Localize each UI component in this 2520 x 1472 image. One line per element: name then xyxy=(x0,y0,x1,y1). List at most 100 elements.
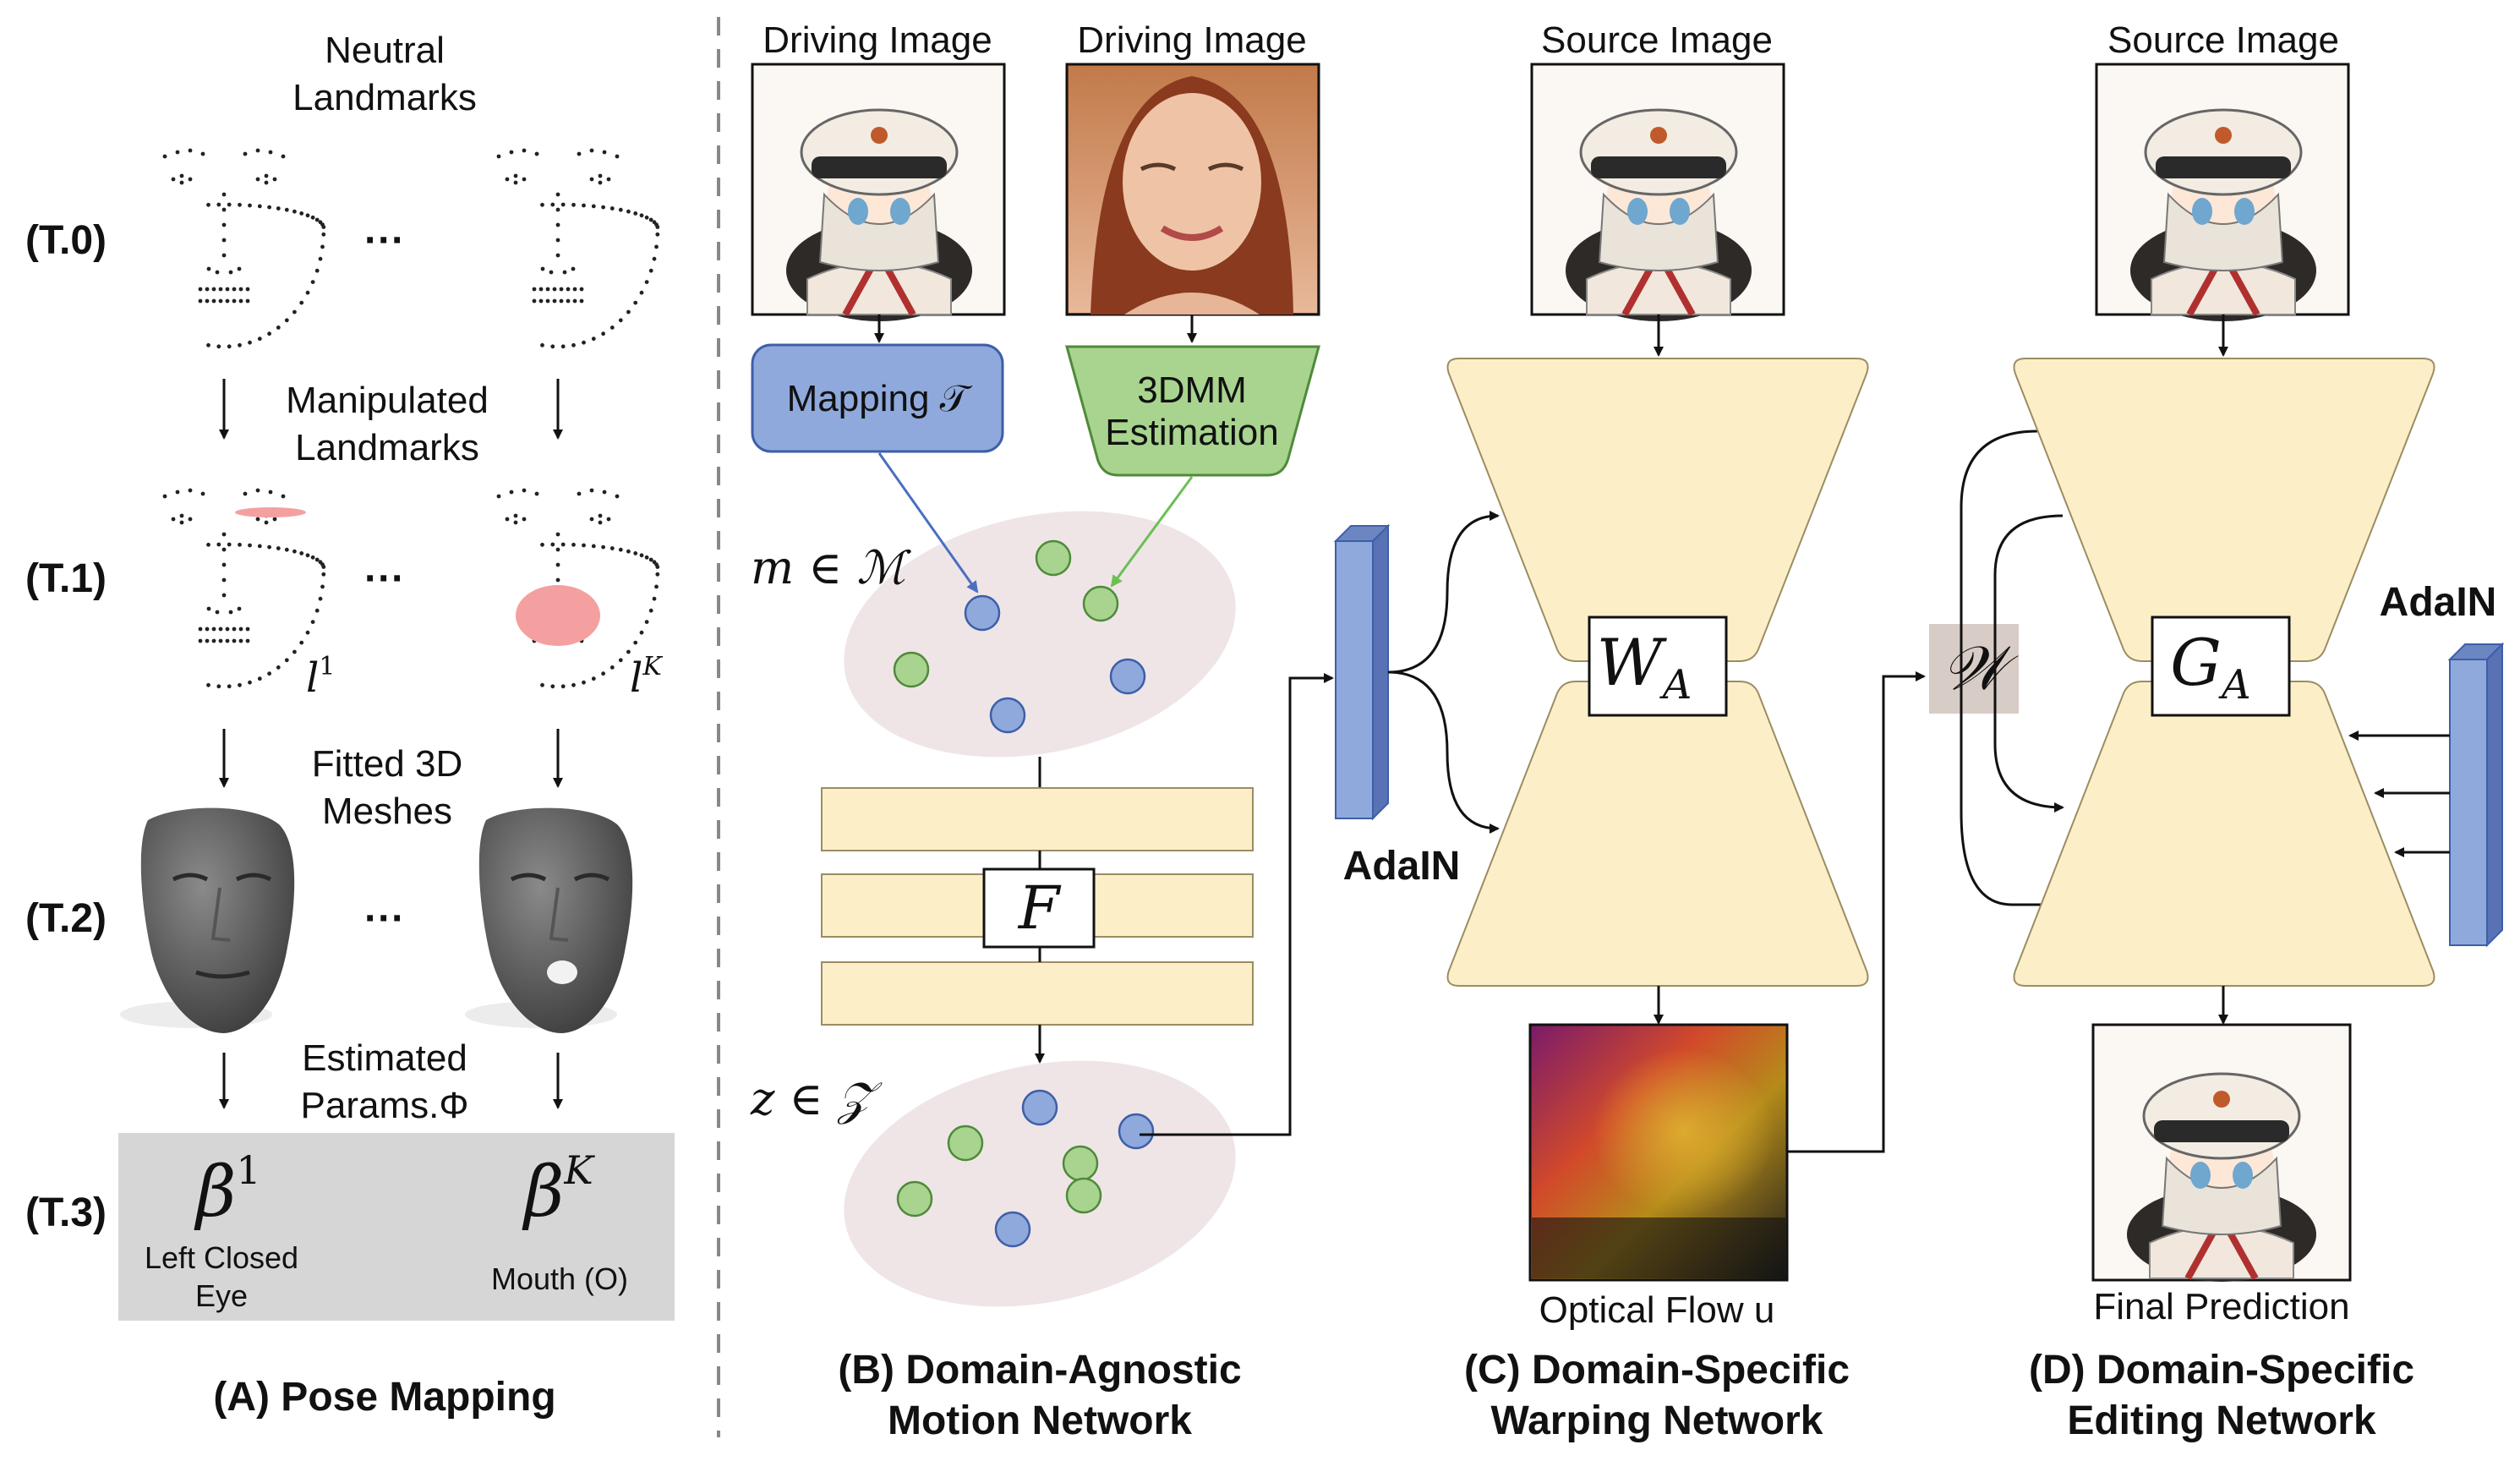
landmark-dot xyxy=(225,638,230,643)
landmark-dot xyxy=(216,684,221,689)
arrow-mapping-to-m xyxy=(877,452,979,594)
z-space-points xyxy=(896,1089,1155,1248)
landmark-dot xyxy=(555,253,560,258)
landmark-dot xyxy=(540,342,544,347)
landmark-dot xyxy=(610,206,615,211)
landmark-dot xyxy=(648,608,653,613)
arrow-flow-to-w xyxy=(1787,671,1926,1153)
landmark-dot xyxy=(206,682,210,687)
landmark-dot xyxy=(560,684,566,689)
landmark-dot xyxy=(255,148,260,153)
landmark-dot xyxy=(205,638,210,643)
landmark-dot xyxy=(257,544,262,549)
landmark-dot xyxy=(639,553,644,558)
landmark-dot xyxy=(188,488,193,493)
landmark-dot xyxy=(205,627,210,632)
landmark-dot xyxy=(171,517,176,522)
landmark-dot xyxy=(652,596,657,601)
z-space-point xyxy=(896,1180,933,1218)
panel-d-caption-line1: (D) Domain-Specific xyxy=(2029,1348,2414,1393)
landmark-dot xyxy=(610,546,615,550)
landmark-dot xyxy=(639,290,644,295)
landmark-dot xyxy=(268,150,273,155)
landmark-dot xyxy=(238,298,243,304)
landmark-dot xyxy=(221,562,227,567)
landmark-dot xyxy=(555,238,560,243)
landmark-dot xyxy=(232,287,237,292)
ga-box xyxy=(2151,616,2291,717)
landmark-dot xyxy=(206,266,211,271)
landmark-dot xyxy=(513,180,518,185)
landmark-dot xyxy=(532,298,537,304)
landmark-dot xyxy=(255,488,260,493)
m-space-point xyxy=(1082,585,1119,622)
driving-image-anime xyxy=(751,63,1006,321)
landmark-dot xyxy=(284,207,289,212)
landmark-dot xyxy=(228,610,233,615)
landmark-dot xyxy=(318,596,323,601)
beta-1: β1 xyxy=(194,1147,261,1233)
landmark-dot xyxy=(264,180,269,185)
wa-encoder xyxy=(1446,358,1869,662)
landmark-dot xyxy=(310,280,315,284)
landmark-dot xyxy=(591,337,596,342)
landmark-dot xyxy=(644,620,649,624)
landmark-dot xyxy=(299,551,304,555)
landmark-dot xyxy=(602,490,607,495)
landmark-dot xyxy=(310,620,315,624)
landmark-dot xyxy=(237,266,242,271)
landmark-dot xyxy=(198,298,203,304)
landmark-dot xyxy=(648,217,653,222)
landmark-dot xyxy=(218,638,223,643)
landmark-dot xyxy=(555,192,560,197)
landmark-dot xyxy=(310,215,315,220)
landmark-dot xyxy=(550,684,555,689)
landmark-dot xyxy=(221,577,227,583)
landmark-dot xyxy=(216,202,221,207)
landmark-dot xyxy=(200,491,205,496)
source-image-c-label: Source Image xyxy=(1541,19,1773,61)
landmark-dot xyxy=(598,520,603,525)
landmark-dot xyxy=(257,204,262,209)
landmark-dot xyxy=(560,542,566,547)
fitted-meshes-line1: Fitted 3D xyxy=(312,743,463,785)
landmark-dot xyxy=(205,287,210,292)
landmark-dot xyxy=(227,684,232,689)
landmark-dot xyxy=(545,287,550,292)
landmark-dot xyxy=(267,544,271,550)
landmark-dot xyxy=(618,207,623,212)
landmark-dot xyxy=(589,148,594,153)
landmark-dot xyxy=(532,287,537,292)
landmark-dot xyxy=(221,238,227,243)
landmark-dot xyxy=(272,177,277,182)
adain-label-c: AdaIN xyxy=(1343,844,1461,889)
landmark-dot xyxy=(562,270,567,275)
landmark-dot xyxy=(225,627,230,632)
landmark-dot xyxy=(299,211,304,216)
landmark-dot xyxy=(267,331,271,337)
landmark-dot xyxy=(237,606,242,611)
landmark-dot xyxy=(179,180,184,185)
landmark-dot xyxy=(644,555,649,560)
panel-b-motion-network: Driving Image Driving Image xyxy=(750,19,1320,1443)
landmark-dot xyxy=(552,298,557,304)
landmark-dot xyxy=(579,298,584,304)
landmark-dot xyxy=(215,270,220,275)
landmark-dot xyxy=(582,680,586,685)
param-k-label: Mouth (O) xyxy=(491,1261,628,1296)
landmark-dot xyxy=(509,490,514,495)
eye-highlight xyxy=(235,507,306,517)
panel-c-caption-line2: Warping Network xyxy=(1491,1398,1823,1443)
landmark-dot xyxy=(221,207,227,212)
panel-a-caption: (A) Pose Mapping xyxy=(213,1375,555,1420)
estimated-params-line1: Estimated xyxy=(302,1037,467,1079)
landmark-dot xyxy=(292,209,297,214)
landmark-dot xyxy=(188,177,193,182)
landmark-dot xyxy=(598,180,603,185)
landmark-dot xyxy=(218,627,223,632)
arrow-z-to-adain xyxy=(1140,673,1334,1136)
landmark-dot xyxy=(550,344,555,349)
landmark-dot xyxy=(534,151,539,156)
landmark-dot xyxy=(560,344,566,349)
landmark-dot xyxy=(552,287,557,292)
